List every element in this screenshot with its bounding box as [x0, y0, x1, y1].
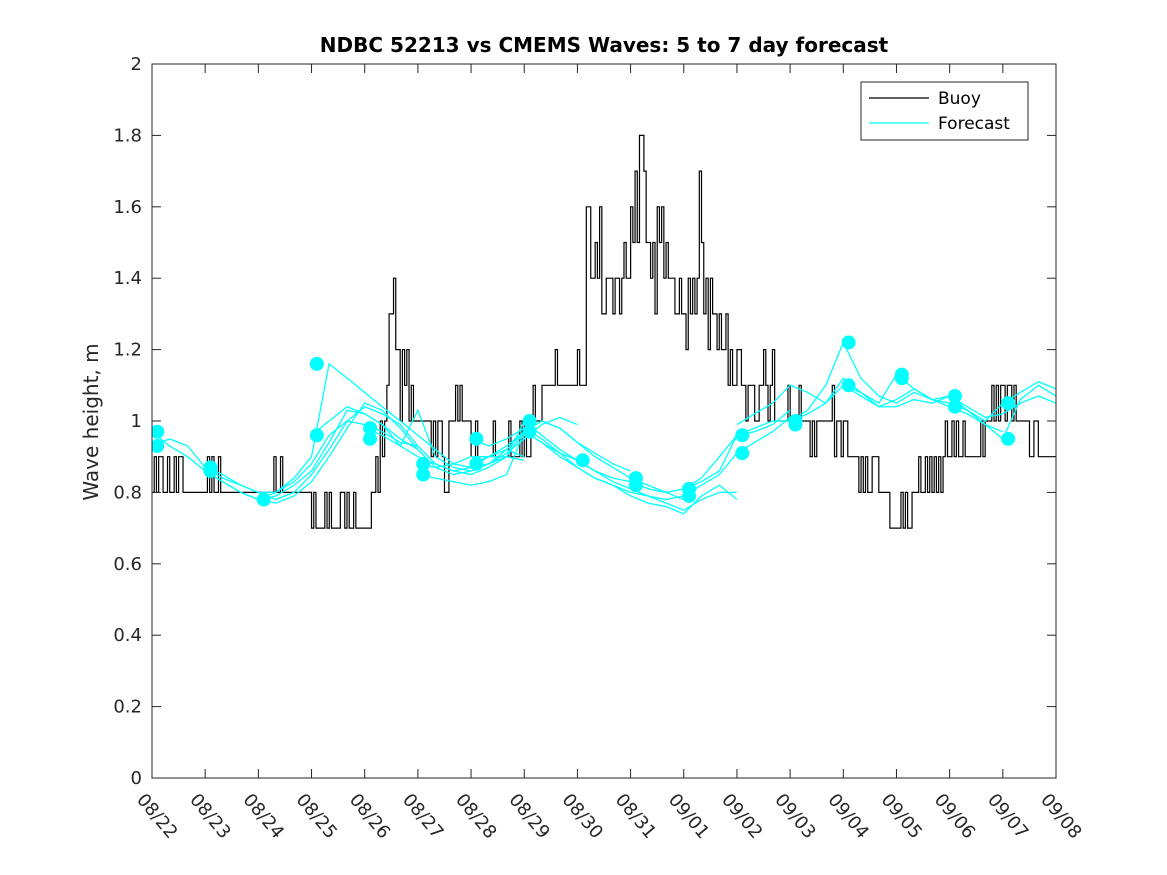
buoy-line [152, 134, 1056, 529]
chart-title: NDBC 52213 vs CMEMS Waves: 5 to 7 day fo… [320, 33, 889, 57]
forecast-marker-10 [416, 456, 431, 471]
forecast-marker-1 [152, 424, 165, 439]
y-tick-label: 2 [131, 54, 142, 75]
forecast-marker-6 [309, 356, 324, 371]
forecast-marker-12 [469, 431, 484, 446]
y-tick-label: 0.6 [113, 554, 142, 575]
forecast-marker-22 [735, 446, 750, 461]
forecast-marker-4 [203, 463, 218, 478]
y-tick-label: 0.4 [113, 625, 142, 646]
forecast-marker-18 [628, 478, 643, 493]
forecast-marker-28 [894, 371, 909, 386]
forecast-marker-5 [256, 492, 271, 507]
plot-inner [152, 134, 1056, 529]
legend-label-buoy: Buoy [938, 89, 981, 109]
forecast-marker-26 [841, 378, 856, 393]
forecast-line-5 [258, 362, 578, 501]
forecast-marker-8 [363, 421, 378, 436]
forecast-marker-2 [152, 438, 165, 453]
forecast-marker-7 [309, 428, 324, 443]
forecast-marker-14 [522, 414, 537, 428]
forecast-marker-9 [363, 431, 378, 446]
forecast-marker-24 [788, 417, 803, 432]
y-tick-label: 1 [131, 411, 142, 432]
forecast-marker-11 [416, 467, 431, 482]
y-tick-label: 0.2 [113, 697, 142, 718]
forecast-marker-29 [947, 389, 962, 404]
forecast-marker-15 [522, 424, 537, 439]
legend: Buoy Forecast [860, 81, 1029, 141]
forecast-marker-20 [682, 488, 697, 503]
y-tick-label: 0.8 [113, 482, 142, 503]
y-axis-label: Wave height, m [79, 343, 103, 500]
plot-area [152, 134, 1056, 529]
forecast-marker-21 [735, 428, 750, 443]
forecast-marker-25 [841, 335, 856, 350]
legend-label-forecast: Forecast [938, 114, 1010, 134]
y-tick-label: 1.4 [113, 268, 142, 289]
y-tick-label: 1.8 [113, 125, 142, 146]
forecast-marker-32 [1001, 431, 1016, 446]
forecast-marker-30 [947, 399, 962, 414]
y-tick-label: 0 [131, 768, 142, 789]
legend-box [860, 81, 1029, 141]
y-tick-label: 1.2 [113, 340, 142, 361]
forecast-marker-31 [1001, 396, 1016, 411]
forecast-marker-13 [469, 456, 484, 471]
forecast-marker-16 [575, 453, 590, 468]
y-tick-label: 1.6 [113, 197, 142, 218]
